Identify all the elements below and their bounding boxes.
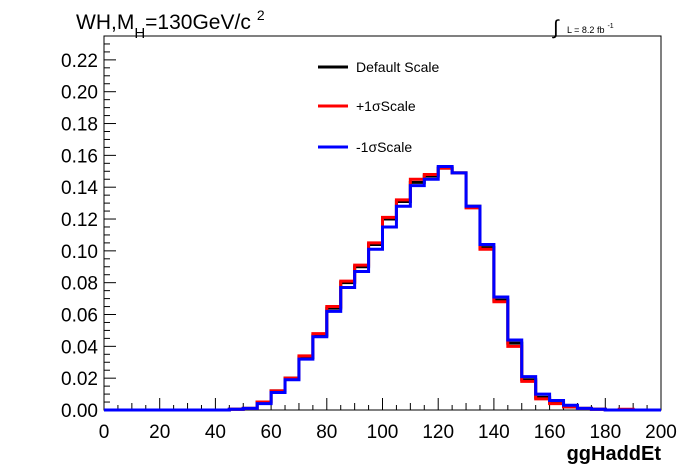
x-axis-label: ggHaddEt — [567, 443, 662, 465]
title-subscript: H — [134, 25, 145, 42]
y-tick-label: 0.18 — [61, 115, 98, 136]
series-minus-sigma-scale — [104, 165, 661, 412]
x-axis: 0 20 40 60 80 100 120 140 160 180 200 — [99, 398, 677, 443]
x-tick-label: 80 — [316, 422, 337, 443]
legend-label-default: Default Scale — [356, 59, 439, 75]
x-tick-label: 60 — [261, 422, 282, 443]
luminosity-superscript: -1 — [607, 23, 613, 30]
legend-entry-default: Default Scale — [318, 59, 439, 75]
y-tick-label: 0.22 — [61, 51, 98, 72]
x-tick-label: 40 — [205, 422, 226, 443]
x-tick-label: 140 — [478, 422, 510, 443]
title-superscript: 2 — [257, 7, 265, 23]
legend-label-minus-sigma: -1σScale — [356, 139, 412, 155]
legend: Default Scale +1σScale -1σScale — [318, 59, 439, 155]
luminosity-text: L = 8.2 fb — [567, 25, 604, 35]
y-tick-label: 0.12 — [61, 210, 98, 231]
x-tick-label: 20 — [149, 422, 170, 443]
x-tick-label: 120 — [422, 422, 454, 443]
x-tick-label: 160 — [534, 422, 566, 443]
series-default-scale — [104, 166, 661, 412]
y-tick-label: 0.16 — [61, 146, 98, 167]
chart-title: WH,MH=130GeV/c 2 — [76, 7, 265, 42]
title-main: WH,M — [76, 11, 134, 34]
series-plus-sigma-scale — [104, 166, 661, 412]
legend-entry-plus-sigma: +1σScale — [318, 98, 416, 114]
y-tick-label: 0.14 — [61, 178, 98, 199]
y-axis: 0.00 0.02 0.04 0.06 0.08 0.10 0.12 0.14 0.16 0.18… — [61, 43, 116, 422]
legend-entry-minus-sigma: -1σScale — [318, 139, 412, 155]
y-tick-label: 0.20 — [61, 83, 98, 104]
luminosity-label: L = 8.2 fb -1 — [567, 23, 614, 35]
y-tick-label: 0.02 — [61, 369, 98, 390]
luminosity-integral-icon: ∫ — [552, 17, 560, 39]
x-tick-label: 200 — [645, 422, 677, 443]
x-tick-label: 100 — [367, 422, 399, 443]
series-layer — [104, 165, 661, 412]
x-tick-label: 0 — [99, 422, 110, 443]
legend-label-plus-sigma: +1σScale — [356, 98, 416, 114]
y-tick-label: 0.08 — [61, 274, 98, 295]
y-tick-label: 0.04 — [61, 337, 98, 358]
title-rest: =130GeV/c — [145, 11, 251, 34]
y-tick-label: 0.10 — [61, 242, 98, 263]
x-tick-label: 180 — [589, 422, 621, 443]
y-tick-label: 0.06 — [61, 306, 98, 327]
y-tick-label: 0.00 — [61, 401, 98, 422]
